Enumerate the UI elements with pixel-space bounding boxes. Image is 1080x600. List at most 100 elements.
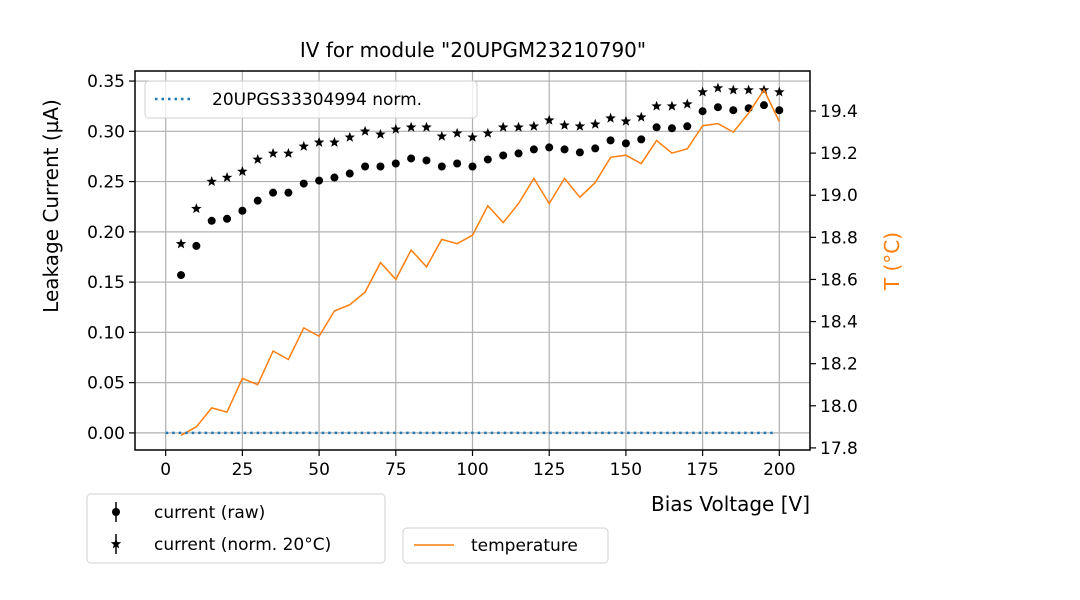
legend-currents: current (raw) current (norm. 20°C) — [86, 493, 386, 564]
x-tick-label: 175 — [686, 460, 718, 480]
x-tick-label: 100 — [456, 460, 488, 480]
y-tick-label: 0.20 — [87, 223, 125, 243]
y-tick-label: 0.30 — [87, 122, 125, 142]
norm-current-point — [774, 86, 785, 97]
legend-frame — [402, 527, 609, 564]
y2-tick-label: 18.0 — [820, 397, 858, 417]
norm-current-point — [451, 127, 463, 138]
raw-current-point — [683, 122, 692, 131]
y2-tick-label: 19.0 — [820, 186, 858, 206]
y2-tick-label: 18.2 — [820, 355, 858, 375]
y2-tick-label: 17.8 — [820, 439, 858, 459]
x-axis-label: Bias Voltage [V] — [651, 492, 810, 516]
y-tick-label: 0.35 — [87, 72, 125, 92]
raw-current-point — [192, 241, 201, 250]
chart-title: IV for module "20UPGM23210790" — [300, 38, 646, 62]
raw-current-point — [238, 206, 247, 215]
norm-current-point — [191, 203, 202, 214]
temperature-series — [180, 88, 780, 436]
norm-current-point — [283, 147, 294, 158]
legend-entry-reference: 20UPGS33304994 norm. — [212, 90, 422, 110]
legend-star-marker-icon — [110, 538, 122, 549]
legend-entry-raw: current (raw) — [154, 503, 265, 523]
norm-current-point — [590, 118, 601, 129]
norm-current-point — [221, 172, 233, 183]
norm-current-point — [712, 82, 724, 93]
y2-tick-label: 18.6 — [820, 270, 858, 290]
norm-current-point — [513, 121, 524, 132]
raw-current-point — [621, 139, 630, 148]
norm-current-point — [436, 130, 448, 141]
norm-current-point — [574, 120, 586, 131]
x-tick-label: 50 — [308, 460, 330, 480]
norm-current-point — [390, 123, 402, 134]
raw-current-point — [667, 124, 676, 133]
norm-current-point — [344, 131, 355, 142]
raw-current-point — [591, 144, 600, 153]
y-axis-ticks: 0.00 0.05 0.10 0.15 0.20 0.25 0.30 0.35 — [87, 72, 135, 444]
norm-current-point — [298, 140, 309, 151]
y-tick-label: 0.00 — [87, 424, 125, 444]
norm-current-point — [743, 84, 754, 95]
y2-tick-label: 18.4 — [820, 313, 858, 333]
x-axis-ticks: 0 25 50 75 100 125 150 175 200 — [160, 450, 796, 480]
norm-current-point — [559, 119, 570, 130]
norm-current-point — [620, 115, 632, 126]
norm-current-point — [206, 176, 217, 187]
norm-current-point — [313, 136, 325, 147]
raw-current-point — [177, 271, 186, 280]
raw-current-point — [330, 173, 339, 182]
raw-current-point — [637, 135, 646, 144]
raw-current-point — [729, 106, 738, 115]
x-tick-label: 200 — [763, 460, 795, 480]
temperature-line — [180, 88, 780, 436]
x-tick-label: 75 — [385, 460, 407, 480]
raw-current-point — [345, 169, 354, 178]
legend-temperature: temperature — [402, 527, 609, 564]
y2-axis-ticks: 17.8 18.0 18.2 18.4 18.6 18.8 19.0 19.2 19.4 — [810, 102, 858, 459]
raw-current-point — [391, 159, 400, 168]
y2-tick-label: 19.2 — [820, 144, 858, 164]
y2-axis-label: T (°C) — [880, 232, 904, 291]
raw-current-point — [468, 162, 477, 171]
norm-current-point — [467, 131, 478, 142]
raw-current-point — [437, 162, 446, 171]
raw-current-point — [253, 196, 262, 205]
legend-frame — [86, 493, 386, 564]
raw-current-point — [407, 154, 416, 163]
x-tick-label: 25 — [232, 460, 254, 480]
raw-current-point — [269, 188, 278, 197]
x-tick-label: 150 — [610, 460, 642, 480]
norm-current-point — [497, 121, 509, 132]
norm-current-point — [252, 153, 263, 164]
y-tick-label: 0.05 — [87, 374, 125, 394]
raw-current-point — [545, 143, 554, 152]
raw-current-point — [422, 156, 431, 165]
y-tick-label: 0.15 — [87, 273, 125, 293]
norm-current-point — [528, 120, 540, 131]
norm-current-point — [682, 98, 693, 109]
raw-current-point — [575, 148, 584, 157]
norm-current-point — [543, 114, 555, 125]
legend-entry-temperature: temperature — [471, 536, 578, 556]
raw-current-point — [698, 107, 707, 116]
norm-current-point — [636, 111, 647, 122]
legend-reference: 20UPGS33304994 norm. — [144, 80, 478, 119]
norm-current-point — [375, 128, 386, 139]
raw-current-point — [606, 136, 615, 145]
raw-current-point — [299, 179, 308, 188]
norm-current-point — [651, 100, 662, 111]
norm-current-series — [175, 82, 785, 249]
norm-current-point — [267, 147, 279, 158]
raw-current-point — [207, 216, 216, 225]
norm-current-point — [175, 238, 187, 249]
raw-current-point — [315, 176, 324, 185]
raw-current-series — [177, 101, 784, 280]
y2-tick-label: 19.4 — [820, 102, 858, 122]
legend-entry-norm: current (norm. 20°C) — [154, 535, 331, 555]
x-tick-label: 0 — [160, 460, 171, 480]
raw-current-point — [759, 101, 768, 110]
raw-current-point — [223, 214, 232, 223]
raw-current-point — [652, 123, 661, 132]
raw-current-point — [775, 106, 784, 115]
